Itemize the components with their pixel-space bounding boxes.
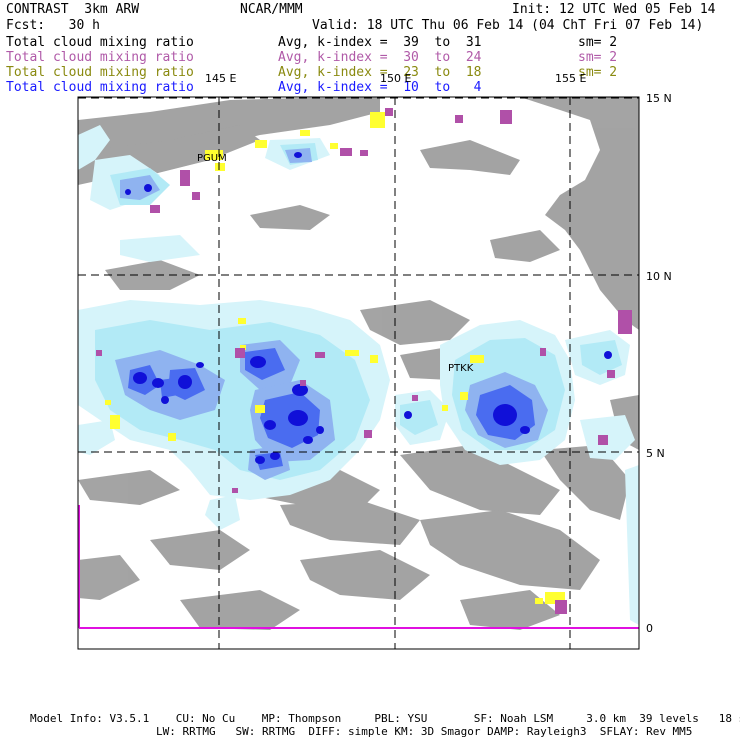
lon-label-155: 155 E (555, 72, 586, 85)
legend-label-4: Total cloud mixing ratio (6, 80, 194, 95)
model-title: CONTRAST 3km ARW (6, 2, 140, 17)
yellow-cloud-patches (105, 112, 565, 604)
legend-range-4: Avg, k-index = 10 to 4 (278, 80, 482, 95)
lon-label-145: 145 E (205, 72, 236, 85)
magenta-cloud-patches (96, 108, 632, 614)
station-ptkk: PTKK (448, 363, 474, 374)
model-info-line1: Model Info: V3.5.1 CU: No Cu MP: Thompso… (30, 712, 740, 725)
lat-label-5n: 5 N (646, 447, 665, 460)
blue-cloud-field (128, 348, 535, 470)
gray-cloud-field (78, 97, 639, 630)
lat-label-10n: 10 N (646, 270, 672, 283)
lon-label-150: 150 E (380, 72, 411, 85)
init-time: Init: 12 UTC Wed 05 Feb 14 (512, 2, 716, 17)
legend-range-1: Avg, k-index = 39 to 31 (278, 35, 482, 50)
legend-label-1: Total cloud mixing ratio (6, 35, 194, 50)
center-label: NCAR/MMM (240, 2, 303, 17)
legend-label-2: Total cloud mixing ratio (6, 50, 194, 65)
lat-label-15n: 15 N (646, 92, 672, 105)
forecast-hour: Fcst: 30 h (6, 18, 100, 33)
dark-blue-cloud-cores (125, 152, 612, 464)
legend-sm-2: sm= 2 (578, 50, 618, 65)
legend-range-3: Avg, k-index = 23 to 18 (278, 65, 482, 80)
map-frame (77, 96, 640, 650)
legend-sm-3: sm= 2 (578, 65, 618, 80)
legend-range-2: Avg, k-index = 30 to 24 (278, 50, 482, 65)
valid-time: Valid: 18 UTC Thu 06 Feb 14 (04 ChT Fri … (312, 18, 704, 33)
legend-label-3: Total cloud mixing ratio (6, 65, 194, 80)
lat-label-0: 0 (646, 622, 653, 635)
equator-line (78, 505, 639, 629)
model-info-line2: LW: RRTMG SW: RRTMG DIFF: simple KM: 3D … (156, 725, 693, 738)
lat-lon-grid (78, 97, 639, 649)
station-pgum: PGUM (197, 153, 227, 164)
legend-sm-1: sm= 2 (578, 35, 618, 50)
